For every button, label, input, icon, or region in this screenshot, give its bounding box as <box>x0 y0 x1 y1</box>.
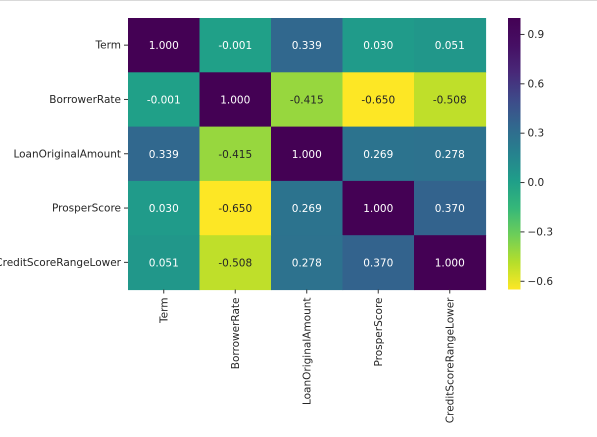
heatmap-cell-credit-score-range-lower-loan-original-amount <box>271 235 344 291</box>
row-label-loan-original-amount: LoanOriginalAmount <box>13 148 121 160</box>
cell-annotations: 1.000 -0.001 0.339 0.030 0.051 -0.001 1.000 -0.… <box>147 40 467 269</box>
colorbar-tick-label: 0.3 <box>528 128 545 140</box>
heatmap-cell-loan-original-amount-prosper-score <box>342 126 415 182</box>
cell-value-label: -0.650 <box>361 94 395 106</box>
heatmap-cell-term-credit-score-range-lower <box>414 18 487 73</box>
cell-value-label: 0.370 <box>435 203 465 215</box>
heatmap-cell-loan-original-amount-credit-score-range-lower <box>414 126 487 182</box>
heatmap-cell-term-borrower-rate <box>199 18 272 73</box>
column-label-loan-original-amount: LoanOriginalAmount <box>301 298 313 406</box>
heatmap-cell-credit-score-range-lower-prosper-score <box>342 235 415 291</box>
heatmap-cell-loan-original-amount-loan-original-amount <box>271 126 344 182</box>
cell-value-label: 1.000 <box>220 94 250 106</box>
cell-value-label: 0.051 <box>149 257 179 269</box>
heatmap-cell-loan-original-amount-term <box>128 126 201 182</box>
cell-value-label: -0.001 <box>147 94 181 106</box>
colorbar-tick-label: 0.9 <box>528 29 545 41</box>
cell-value-label: -0.508 <box>433 94 467 106</box>
row-labels: Term BorrowerRate LoanOriginalAmount Prospe… <box>0 40 128 269</box>
cell-value-label: 1.000 <box>149 40 179 52</box>
cell-value-label: 1.000 <box>292 149 322 161</box>
heatmap-cell-credit-score-range-lower-credit-score-range-lower <box>414 235 487 291</box>
cell-value-label: -0.508 <box>218 257 252 269</box>
cell-value-label: 0.339 <box>292 40 322 52</box>
cell-value-label: -0.415 <box>290 94 324 106</box>
heatmap-cell-prosper-score-loan-original-amount <box>271 180 344 236</box>
heatmap-cell-credit-score-range-lower-borrower-rate <box>199 235 272 291</box>
colorbar-tick-label: −0.6 <box>528 276 554 288</box>
heatmap-cell-prosper-score-term <box>128 180 201 236</box>
colorbar-tick-label: 0.0 <box>528 177 545 189</box>
column-labels: Term BorrowerRate LoanOriginalAmount Prospe… <box>158 289 456 423</box>
heatmap-cell-prosper-score-credit-score-range-lower <box>414 180 487 236</box>
cell-value-label: 0.278 <box>292 257 322 269</box>
colorbar-tick-label: 0.6 <box>528 78 545 90</box>
row-label-credit-score-range-lower: CreditScoreRangeLower <box>0 257 122 269</box>
cell-value-label: 0.339 <box>149 149 179 161</box>
heatmap-cell-term-prosper-score <box>342 18 415 73</box>
heatmap-cell-borrower-rate-prosper-score <box>342 72 415 128</box>
heatmap-cell-prosper-score-prosper-score <box>342 180 415 236</box>
cell-value-label: 1.000 <box>435 257 465 269</box>
row-label-borrower-rate: BorrowerRate <box>49 94 121 106</box>
heatmap-cell-prosper-score-borrower-rate <box>199 180 272 236</box>
heatmap-cell-borrower-rate-loan-original-amount <box>271 72 344 128</box>
heatmap-cell-term-term <box>128 18 201 73</box>
cell-value-label: 0.030 <box>363 40 393 52</box>
cell-value-label: 0.278 <box>435 149 465 161</box>
cell-value-label: 1.000 <box>363 203 393 215</box>
cell-value-label: 0.370 <box>363 257 393 269</box>
cell-value-label: 0.030 <box>149 203 179 215</box>
heatmap-cell-borrower-rate-borrower-rate <box>199 72 272 128</box>
heatmap-cell-term-loan-original-amount <box>271 18 344 73</box>
heatmap-cell-loan-original-amount-borrower-rate <box>199 126 272 182</box>
colorbar-tick-label: −0.3 <box>528 226 554 238</box>
column-label-borrower-rate: BorrowerRate <box>230 298 242 370</box>
heatmap-cell-credit-score-range-lower-term <box>128 235 201 291</box>
column-label-term: Term <box>158 298 170 324</box>
row-label-prosper-score: ProsperScore <box>52 203 121 215</box>
cell-value-label: -0.001 <box>218 40 252 52</box>
cell-value-label: 0.269 <box>363 149 393 161</box>
row-label-term: Term <box>95 40 121 52</box>
heatmap-cells <box>128 18 487 291</box>
heatmap-cell-borrower-rate-credit-score-range-lower <box>414 72 487 128</box>
cell-value-label: -0.650 <box>218 203 252 215</box>
cell-value-label: -0.415 <box>218 149 252 161</box>
cell-value-label: 0.051 <box>435 40 465 52</box>
colorbar-gradient <box>508 18 521 290</box>
colorbar: 0.9 0.6 0.3 0.0 −0.3 −0.6 <box>508 18 553 290</box>
top-divider <box>0 0 597 1</box>
column-label-prosper-score: ProsperScore <box>373 298 385 367</box>
cell-value-label: 0.269 <box>292 203 322 215</box>
column-label-credit-score-range-lower: CreditScoreRangeLower <box>444 297 456 423</box>
heatmap-cell-borrower-rate-term <box>128 72 201 128</box>
